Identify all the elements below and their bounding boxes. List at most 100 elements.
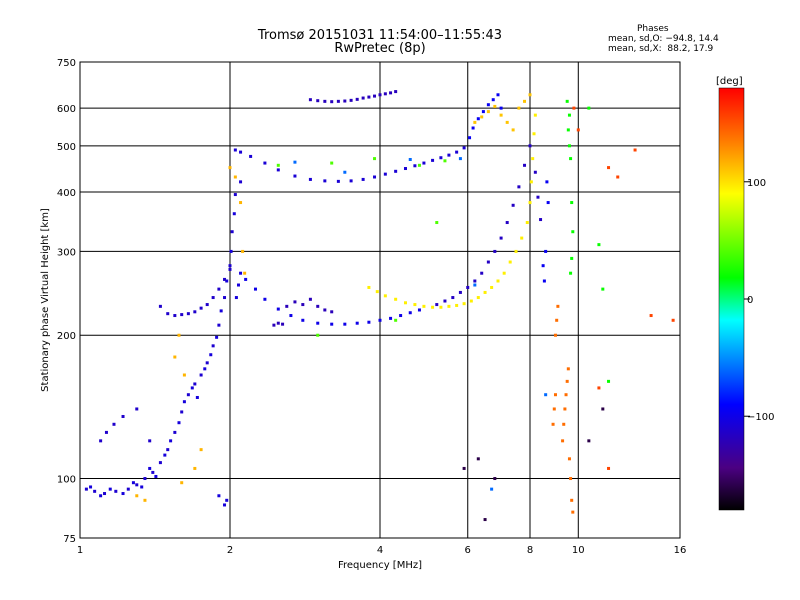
data-point [378, 93, 382, 97]
data-point [607, 379, 611, 383]
data-point [517, 106, 521, 110]
data-point [108, 487, 112, 491]
data-point [114, 489, 118, 493]
y-tick-label: 750 [57, 58, 76, 69]
data-point [671, 318, 675, 322]
x-tick-label: 2 [227, 545, 233, 556]
data-point [552, 407, 556, 411]
data-point [140, 485, 144, 489]
data-point [239, 271, 243, 275]
data-point [493, 249, 497, 253]
data-point [567, 113, 571, 117]
data-point [455, 150, 459, 154]
data-point [486, 103, 490, 107]
data-point [148, 439, 152, 443]
data-point [383, 92, 387, 96]
data-point [389, 91, 393, 95]
data-point [533, 113, 537, 117]
data-point [462, 146, 466, 150]
data-point [601, 407, 605, 411]
data-point [225, 498, 229, 502]
data-point [89, 485, 93, 489]
data-point [349, 179, 353, 183]
data-point [219, 309, 223, 313]
data-point [239, 150, 243, 154]
data-point [447, 153, 451, 157]
data-point [180, 481, 184, 485]
data-points [84, 90, 675, 522]
data-point [99, 439, 103, 443]
data-point [143, 477, 147, 481]
data-point [253, 287, 257, 291]
data-point [330, 310, 334, 314]
data-point [383, 172, 387, 176]
data-point [166, 312, 170, 316]
data-point [607, 166, 611, 170]
data-point [143, 498, 147, 502]
data-point [563, 407, 567, 411]
data-point [616, 175, 620, 179]
data-point [531, 157, 535, 161]
colorbar-tick-label: 0 [747, 295, 753, 306]
y-tick-label: 200 [57, 331, 76, 342]
data-point [490, 487, 494, 491]
data-point [173, 430, 177, 434]
data-point [431, 305, 435, 309]
data-point [486, 260, 490, 264]
data-point [403, 301, 407, 305]
data-point [281, 322, 285, 326]
data-point [480, 271, 484, 275]
data-point [473, 283, 477, 287]
data-point [539, 218, 543, 222]
data-point [597, 386, 601, 390]
data-point [564, 393, 568, 397]
data-point [182, 373, 186, 377]
data-point [528, 93, 532, 97]
data-point [205, 361, 209, 365]
data-point [234, 296, 238, 300]
data-point [233, 148, 237, 152]
data-point [508, 260, 512, 264]
data-point [499, 106, 503, 110]
chart-title: Tromsø 20151031 11:54:00–11:55:43 [257, 28, 503, 43]
y-tick-label: 300 [57, 247, 76, 258]
data-point [493, 104, 497, 108]
data-point [361, 177, 365, 181]
data-point [542, 279, 546, 283]
data-point [408, 311, 412, 315]
data-point [135, 483, 139, 487]
data-point [199, 448, 203, 452]
data-point [203, 367, 207, 371]
data-point [166, 448, 170, 452]
data-point [367, 320, 371, 324]
data-point [483, 518, 487, 522]
data-point [566, 128, 570, 132]
data-point [541, 264, 545, 268]
y-tick-label: 500 [57, 142, 76, 153]
data-point [135, 494, 139, 498]
x-axis-ticks: 1 2 4 6 8 10 16 [77, 545, 687, 556]
data-point [177, 421, 181, 425]
data-point [169, 439, 173, 443]
colorbar-unit: [deg] [716, 76, 743, 87]
data-point [330, 161, 334, 165]
data-point [553, 333, 557, 337]
data-point [217, 494, 221, 498]
data-point [413, 303, 417, 307]
data-point [466, 285, 470, 289]
x-tick-label: 8 [527, 545, 533, 556]
data-point [308, 98, 312, 102]
data-point [389, 316, 393, 320]
data-point [511, 128, 515, 132]
data-point [505, 221, 509, 225]
data-point [263, 297, 267, 301]
data-point [435, 303, 439, 307]
data-point [569, 157, 573, 161]
data-point [451, 296, 455, 300]
data-point [244, 277, 248, 281]
data-point [263, 161, 267, 165]
data-point [471, 126, 475, 130]
data-point [289, 314, 293, 318]
data-point [103, 492, 107, 496]
data-point [561, 439, 565, 443]
